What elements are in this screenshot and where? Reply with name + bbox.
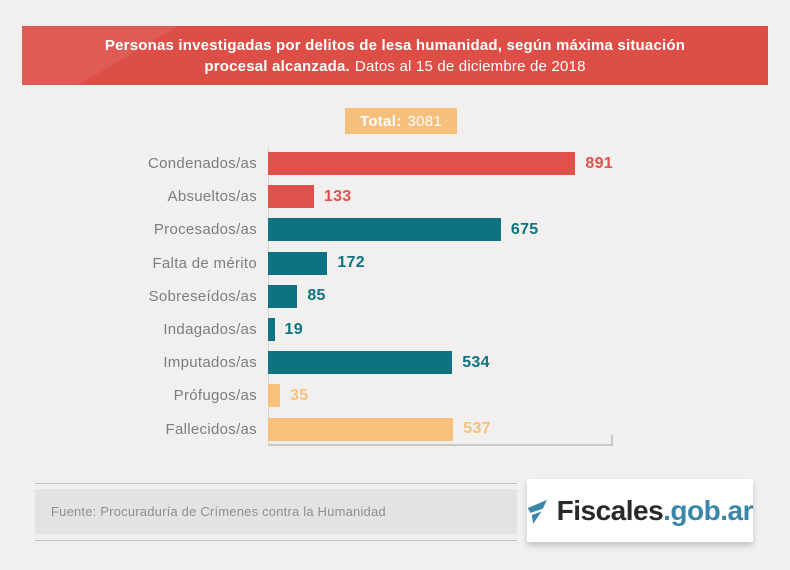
chart-row: Imputados/as 534 [28,346,613,379]
bar-track: 35 [268,379,613,412]
chart-row: Procesados/as 675 [28,213,613,246]
value-label: 35 [290,386,309,404]
bar [268,251,328,275]
footer-divider-bottom [35,540,517,541]
category-label: Absueltos/as [167,188,257,206]
total-badge: Total: 3081 [345,108,458,134]
value-label: 891 [585,154,613,172]
bar [268,318,275,342]
bar-track: 172 [268,247,613,280]
category-label: Procesados/as [153,221,257,239]
total-badge-label: Total: [360,112,402,130]
footer-divider-top [35,483,517,484]
bar [268,417,454,441]
title-bold-part-2: procesal alcanzada. [204,57,350,75]
chart-row: Condenados/as 891 [28,147,613,180]
bar-track: 85 [268,280,613,313]
bar [268,351,453,375]
title-bold-part-1: Personas investigadas por delitos de les… [104,36,686,54]
category-label: Indagados/as [163,321,257,339]
title-line-2: procesal alcanzada. Datos al 15 de diciem… [22,56,768,77]
bar-track: 534 [268,346,613,379]
bar [268,384,281,408]
bar-chart: Condenados/as 891 Absueltos/as 133 Proce… [28,147,613,447]
logo-text-blue: .gob.ar [663,494,753,526]
title-date-text: Datos al 15 de diciembre de 2018 [354,57,586,75]
bar-track: 675 [268,213,613,246]
category-label: Prófugos/as [173,387,257,405]
value-label: 133 [323,187,352,205]
source-text: Fuente: Procuraduría de Crímenes contra … [51,504,386,519]
category-label: Sobreseídos/as [148,287,257,305]
bar-chart-rows: Condenados/as 891 Absueltos/as 133 Proce… [28,147,613,447]
total-badge-value: 3081 [407,112,443,130]
title-line-1: Personas investigadas por delitos de les… [22,35,768,56]
value-label: 675 [510,220,539,238]
value-label: 172 [337,254,365,272]
bar-track: 537 [268,413,613,446]
chart-row: Indagados/as 19 [28,313,613,346]
category-label: Falta de mérito [152,254,257,272]
category-label: Imputados/as [163,354,257,372]
source-box: Fuente: Procuraduría de Crímenes contra … [35,489,517,534]
bar [268,284,298,308]
value-label: 534 [462,353,490,371]
chart-row: Fallecidos/as 537 [28,413,613,446]
chart-row: Prófugos/as 35 [28,379,613,412]
bar-track: 133 [268,180,613,213]
value-label: 85 [307,287,326,305]
chart-row: Absueltos/as 133 [28,180,613,213]
bar-track: 19 [268,313,613,346]
title-banner: Personas investigadas por delitos de les… [22,26,768,85]
logo-text: Fiscales.gob.ar [556,494,754,527]
fiscales-logo: Fiscales.gob.ar [527,479,753,542]
value-label: 537 [463,420,491,438]
bar [268,185,314,209]
category-label: Fallecidos/as [165,420,257,438]
bar-track: 891 [268,147,613,180]
category-label: Condenados/as [148,155,257,173]
value-label: 19 [284,320,303,338]
bar [268,218,501,242]
chart-row: Falta de mérito 172 [28,247,613,280]
logo-text-dark: Fiscales [556,494,664,526]
chart-row: Sobreseídos/as 85 [28,280,613,313]
flag-icon [527,499,547,524]
bar [268,152,576,176]
